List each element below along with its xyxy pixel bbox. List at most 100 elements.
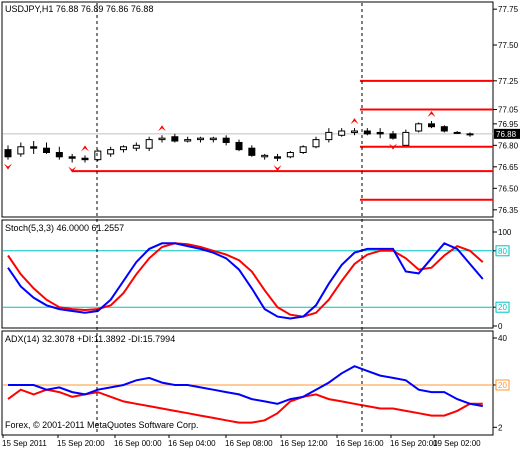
fractal-up-marker [81, 145, 89, 152]
resistance-support-lines [72, 79, 493, 201]
candle [363, 128, 371, 136]
candle-body [286, 152, 294, 158]
candle-body [209, 137, 217, 141]
candle [376, 128, 384, 139]
candle-body [222, 137, 230, 143]
adx-pane[interactable]: ADX(14) 32.3078 +DI:11.3892 -DI:15.7994 … [1, 330, 494, 436]
fractal-down-marker [389, 143, 397, 150]
candle-body [389, 133, 397, 139]
price-tick-label: 77.05 [498, 106, 519, 115]
candle-body [235, 141, 243, 151]
current-price-badge [494, 128, 520, 139]
candle-body [43, 147, 50, 153]
candle [171, 133, 179, 143]
candle [30, 141, 38, 154]
candle-body [17, 146, 25, 155]
candle [4, 145, 12, 160]
candle [94, 149, 102, 162]
fractal-up-marker [350, 118, 359, 125]
candlesticks [4, 120, 474, 163]
time-tick-label: 16 Sep 20:00 [390, 439, 438, 448]
stoch-pane-frame [1, 219, 494, 329]
main-pane-header: USDJPY,H1 76.88 76.89 76.86 76.88 [5, 4, 153, 14]
stoch-pane[interactable]: Stoch(5,3,3) 46.0000 61.2557 [1, 219, 494, 329]
adx-pane-header: ADX(14) 32.3078 +DI:11.3892 -DI:15.7994 [5, 334, 175, 344]
candle-body [428, 123, 435, 128]
candle [351, 128, 358, 136]
price-axis: 77.75 77.50 77.25 77.05 76.95 76.80 76.65 76.50… [493, 5, 520, 215]
candle [81, 155, 89, 163]
candle-body [197, 137, 204, 141]
candle [402, 129, 410, 146]
stoch-level-badge [495, 245, 510, 257]
candle [120, 145, 127, 153]
candle [299, 145, 307, 154]
candle [107, 146, 115, 157]
candle-body [363, 130, 371, 135]
candle [184, 136, 192, 143]
candle-body [55, 152, 63, 158]
candle-body [184, 139, 192, 142]
candle [145, 136, 153, 152]
candle [17, 142, 25, 157]
adx-tick-label: 20 [498, 381, 507, 390]
candle [389, 131, 397, 140]
candle-body [351, 130, 358, 133]
stoch-tick-label: 80 [498, 247, 507, 256]
time-tick-label: 15 Sep 20:00 [57, 439, 105, 448]
candle [286, 151, 294, 159]
candle-body [402, 131, 410, 146]
candle-body [81, 157, 89, 161]
candle-body [299, 146, 307, 153]
stoch-tick-label: 100 [498, 228, 512, 237]
fractal-up-marker [158, 125, 166, 132]
adx-tick-label: 40 [498, 334, 507, 343]
time-tick-label: 16 Sep 12:00 [280, 439, 328, 448]
stoch-axis: 100 80 20 0 [493, 228, 512, 331]
candle [428, 120, 435, 129]
candle-body [325, 131, 333, 141]
candle [235, 139, 243, 152]
candle [338, 128, 346, 137]
candle-body [132, 144, 140, 149]
candle-body [261, 154, 269, 158]
stoch-level-lines [3, 250, 493, 308]
time-tick-label: 16 Sep 16:00 [336, 439, 384, 448]
candle-body [107, 149, 115, 155]
price-tick-label: 77.50 [498, 41, 519, 50]
adx-axis: 40 20 2 [493, 334, 510, 432]
candle-body [248, 147, 256, 156]
candle-body [312, 139, 320, 148]
price-tick-label: 76.65 [498, 163, 519, 172]
adx-tick-label: 2 [498, 423, 503, 432]
candle-body [415, 123, 423, 132]
adx-line [8, 365, 483, 408]
candle-body [440, 126, 448, 132]
adx-level-badge [495, 379, 510, 391]
stoch-signal-line [7, 242, 484, 318]
price-tick-label: 76.95 [498, 120, 519, 129]
stoch-level-badge [495, 301, 510, 313]
stoch-main-line [7, 242, 484, 320]
stoch-tick-label: 20 [498, 303, 507, 312]
candle [440, 125, 448, 133]
fractal-down-marker [273, 165, 282, 172]
price-tick-label: 77.75 [498, 5, 519, 14]
candle [248, 145, 256, 157]
main-pane[interactable]: USDJPY,H1 76.88 76.89 76.86 76.88 [1, 1, 494, 218]
candle-body [453, 131, 461, 134]
time-tick-label: 16 Sep 00:00 [114, 439, 162, 448]
fractal-down-marker [68, 166, 77, 173]
time-axis: 15 Sep 2011 15 Sep 20:00 16 Sep 00:00 16 Se… [2, 435, 481, 448]
candle [132, 142, 140, 152]
candle-body [171, 136, 179, 142]
candle-body [68, 156, 76, 159]
candle [209, 136, 217, 143]
candle [222, 135, 230, 146]
candle [197, 136, 204, 143]
candle [466, 132, 474, 137]
candle [158, 135, 166, 143]
candle-body [30, 146, 38, 149]
